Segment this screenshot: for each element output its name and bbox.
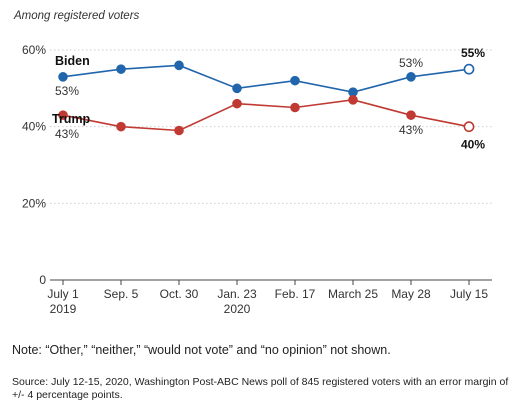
data-point-biden: [58, 72, 68, 82]
data-point-trump: [58, 110, 68, 120]
data-label: 43%: [399, 123, 423, 137]
series-line-biden: [62, 64, 470, 93]
x-tick-label: July 1: [47, 287, 79, 301]
data-label: 53%: [399, 56, 423, 70]
x-tick-label: May 28: [391, 287, 431, 301]
y-tick-label: 60%: [22, 43, 46, 57]
data-label: 53%: [55, 84, 79, 98]
x-tick-label: 2019: [50, 302, 77, 316]
y-tick-label: 20%: [22, 196, 46, 210]
data-point-biden: [232, 83, 242, 94]
chart-source: Source: July 12-15, 2020, Washington Pos…: [12, 376, 509, 401]
data-point-biden: [406, 72, 416, 82]
data-point-trump: [174, 125, 184, 136]
data-point-trump: [463, 121, 475, 133]
x-tick-label: Oct. 30: [160, 287, 199, 301]
x-tick-label: July 15: [450, 287, 488, 301]
data-point-trump: [232, 98, 242, 109]
data-point-trump: [406, 110, 416, 120]
data-label: 55%: [461, 46, 485, 60]
x-tick-label: Jan. 23: [217, 287, 257, 301]
data-label: 43%: [55, 127, 79, 141]
data-point-biden: [463, 63, 475, 75]
data-label: 40%: [461, 138, 485, 152]
data-point-biden: [116, 64, 126, 74]
chart-note: Note: “Other,” “neither,” “would not vot…: [12, 343, 391, 357]
data-point-trump: [290, 102, 300, 113]
y-tick-label: 0: [39, 273, 46, 287]
chart-subtitle: Among registered voters: [14, 10, 140, 22]
data-point-biden: [290, 75, 300, 86]
data-point-trump: [116, 121, 126, 132]
data-point-biden: [174, 60, 184, 71]
data-point-trump: [348, 95, 358, 105]
x-tick-label: Feb. 17: [275, 287, 316, 301]
series-line-trump: [62, 99, 470, 132]
x-tick-label: 2020: [224, 302, 251, 316]
series-name-trump: Trump: [52, 112, 91, 126]
series-name-biden: Biden: [55, 54, 90, 68]
y-tick-label: 40%: [22, 120, 46, 134]
x-tick-label: March 25: [328, 287, 378, 301]
x-tick-label: Sep. 5: [104, 287, 139, 301]
